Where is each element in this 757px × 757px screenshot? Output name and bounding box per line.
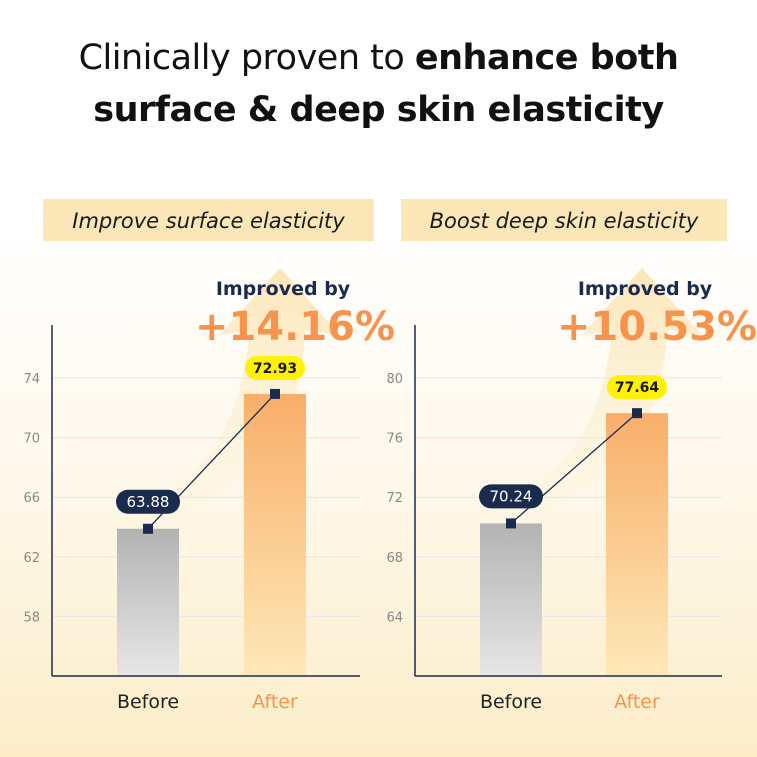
y-tick-label: 58 bbox=[23, 610, 40, 625]
value-label: 77.64 bbox=[615, 380, 660, 396]
value-label-bg bbox=[116, 489, 180, 514]
y-tick-label: 70 bbox=[23, 432, 40, 447]
value-label: 70.24 bbox=[490, 487, 533, 505]
y-tick-label: 66 bbox=[23, 491, 40, 506]
chart-title: Improve surface elasticity bbox=[72, 209, 345, 233]
value-label: 72.93 bbox=[253, 361, 297, 377]
up-arrow-icon bbox=[455, 268, 702, 534]
banner-1 bbox=[401, 199, 727, 241]
y-tick-label: 74 bbox=[23, 372, 40, 387]
bar-after bbox=[606, 413, 668, 676]
bar-after bbox=[244, 393, 306, 676]
value-label-bg bbox=[245, 355, 305, 380]
banner-0 bbox=[43, 199, 374, 241]
x-tick-label: After bbox=[252, 691, 298, 713]
x-tick-label: Before bbox=[480, 691, 542, 713]
data-point-marker bbox=[270, 388, 280, 399]
headline-regular: Clinically proven to bbox=[78, 38, 415, 78]
headline-line-2: surface & deep skin elasticity bbox=[0, 90, 757, 130]
y-tick-label: 76 bbox=[386, 432, 403, 447]
y-tick-label: 80 bbox=[386, 372, 403, 387]
bar-before bbox=[480, 523, 542, 676]
improved-label: Improved by bbox=[216, 278, 351, 300]
improvement-value: +10.53% bbox=[557, 304, 757, 350]
improvement-value: +14.16% bbox=[195, 304, 395, 350]
data-point-marker bbox=[506, 518, 516, 529]
y-tick-label: 68 bbox=[386, 551, 403, 566]
value-label-bg bbox=[607, 375, 667, 400]
value-label-bg bbox=[479, 484, 543, 509]
y-tick-label: 64 bbox=[386, 610, 403, 625]
headline-bold: enhance both bbox=[414, 38, 679, 78]
y-tick-label: 72 bbox=[386, 491, 403, 506]
headline-bold-2: surface & deep skin elasticity bbox=[93, 90, 664, 130]
data-point-marker bbox=[632, 408, 642, 419]
improved-label: Improved by bbox=[578, 278, 713, 300]
up-arrow-icon bbox=[92, 268, 340, 539]
chart-title: Boost deep skin elasticity bbox=[430, 209, 699, 233]
x-tick-label: After bbox=[614, 691, 660, 713]
data-point-marker bbox=[143, 523, 153, 534]
y-tick-label: 62 bbox=[23, 551, 40, 566]
x-tick-label: Before bbox=[117, 691, 179, 713]
bar-before bbox=[117, 528, 179, 676]
value-label: 63.88 bbox=[127, 493, 170, 511]
headline-line-1: Clinically proven to enhance both bbox=[0, 38, 757, 78]
